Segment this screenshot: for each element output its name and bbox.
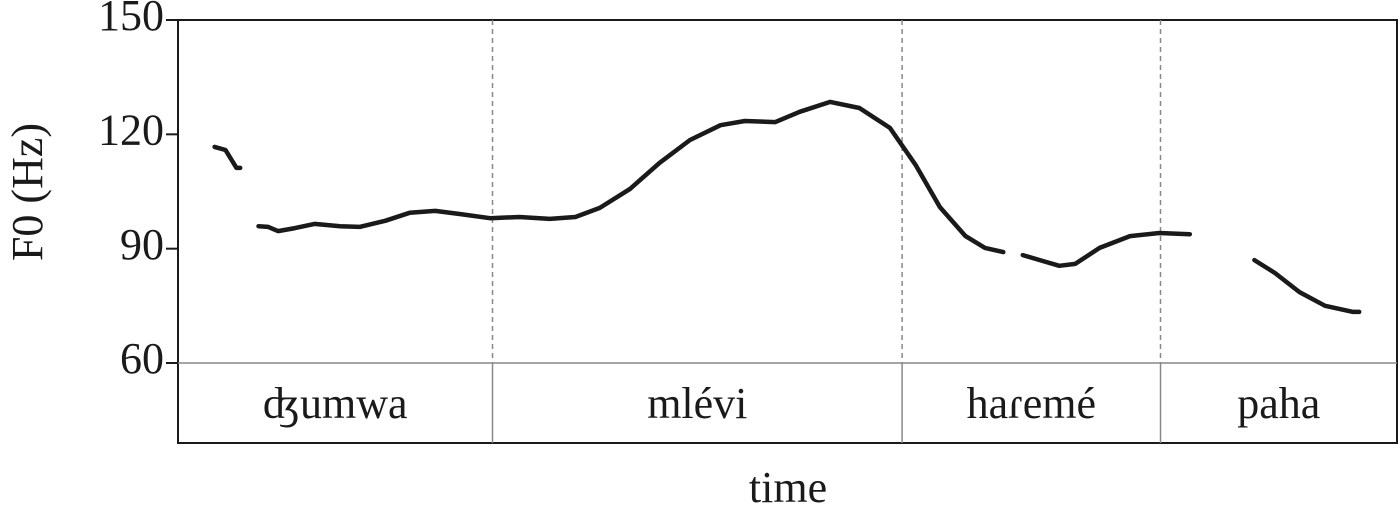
y-tick-label: 90 bbox=[120, 220, 164, 269]
x-axis-label: time bbox=[749, 463, 827, 512]
segment-label: paha bbox=[1237, 379, 1320, 428]
segment-label: ʤumwa bbox=[263, 379, 408, 428]
plot-frame bbox=[177, 19, 1398, 444]
y-tick-label: 150 bbox=[98, 0, 164, 40]
segment-label: mlévi bbox=[647, 379, 747, 428]
y-tick-label: 120 bbox=[98, 105, 164, 154]
y-tick-label: 60 bbox=[120, 334, 164, 383]
f0-contour bbox=[212, 99, 1362, 315]
y-axis-label: F0 (Hz) bbox=[3, 123, 52, 261]
segment-label: haɾemé bbox=[967, 379, 1096, 428]
